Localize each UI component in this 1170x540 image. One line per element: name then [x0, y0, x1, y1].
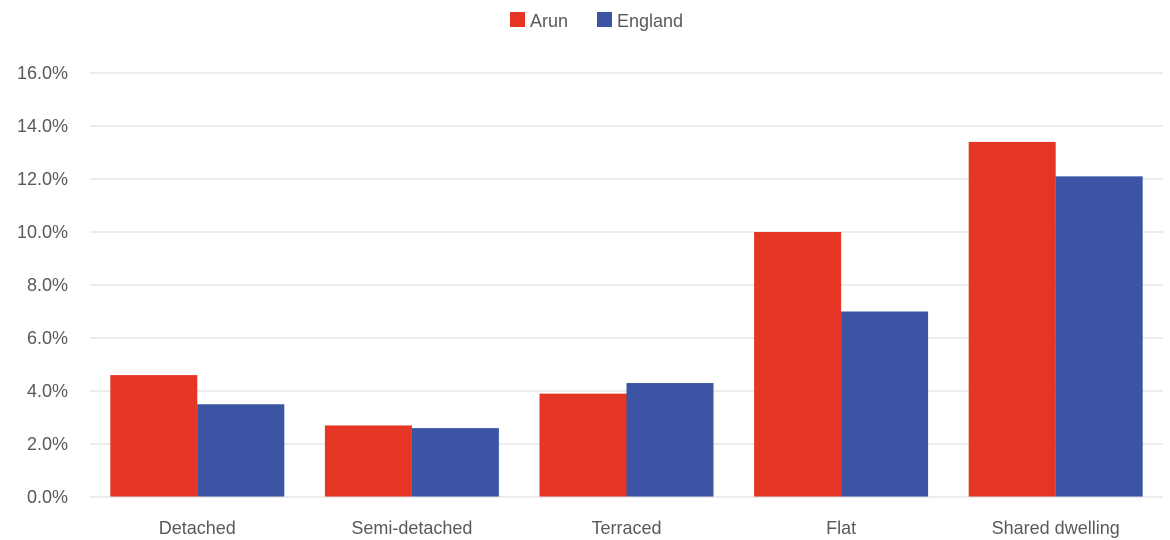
- x-axis: Detached Semi-detached Terraced Flat Shared …: [90, 497, 1163, 538]
- bar-england-semi-detached: [412, 428, 499, 497]
- y-tick-label: 2.0%: [27, 434, 68, 454]
- bar-arun-shared-dwelling: [969, 142, 1056, 497]
- y-tick-label: 8.0%: [27, 275, 68, 295]
- y-axis: 0.0% 2.0% 4.0% 6.0% 8.0% 10.0% 12.0% 14.0% 16.0%: [17, 63, 68, 507]
- bar-england-flat: [841, 312, 928, 498]
- bar-arun-semi-detached: [325, 425, 412, 497]
- bar-arun-flat: [754, 232, 841, 497]
- bar-england-detached: [197, 404, 284, 497]
- y-tick-label: 12.0%: [17, 169, 68, 189]
- bar-arun-detached: [110, 375, 197, 497]
- legend: Arun England: [510, 11, 683, 31]
- legend-swatch-england: [597, 12, 612, 27]
- x-category-label: Semi-detached: [351, 518, 472, 538]
- bar-arun-terraced: [540, 394, 627, 497]
- bar-england-shared-dwelling: [1056, 176, 1143, 497]
- x-category-label: Shared dwelling: [992, 518, 1120, 538]
- legend-label-arun: Arun: [530, 11, 568, 31]
- y-tick-label: 4.0%: [27, 381, 68, 401]
- y-tick-label: 14.0%: [17, 116, 68, 136]
- x-category-label: Terraced: [591, 518, 661, 538]
- bar-england-terraced: [627, 383, 714, 497]
- y-tick-label: 6.0%: [27, 328, 68, 348]
- y-tick-label: 10.0%: [17, 222, 68, 242]
- y-tick-label: 0.0%: [27, 487, 68, 507]
- y-tick-label: 16.0%: [17, 63, 68, 83]
- x-category-label: Flat: [826, 518, 856, 538]
- legend-label-england: England: [617, 11, 683, 31]
- x-category-label: Detached: [159, 518, 236, 538]
- legend-swatch-arun: [510, 12, 525, 27]
- bars: [110, 142, 1142, 497]
